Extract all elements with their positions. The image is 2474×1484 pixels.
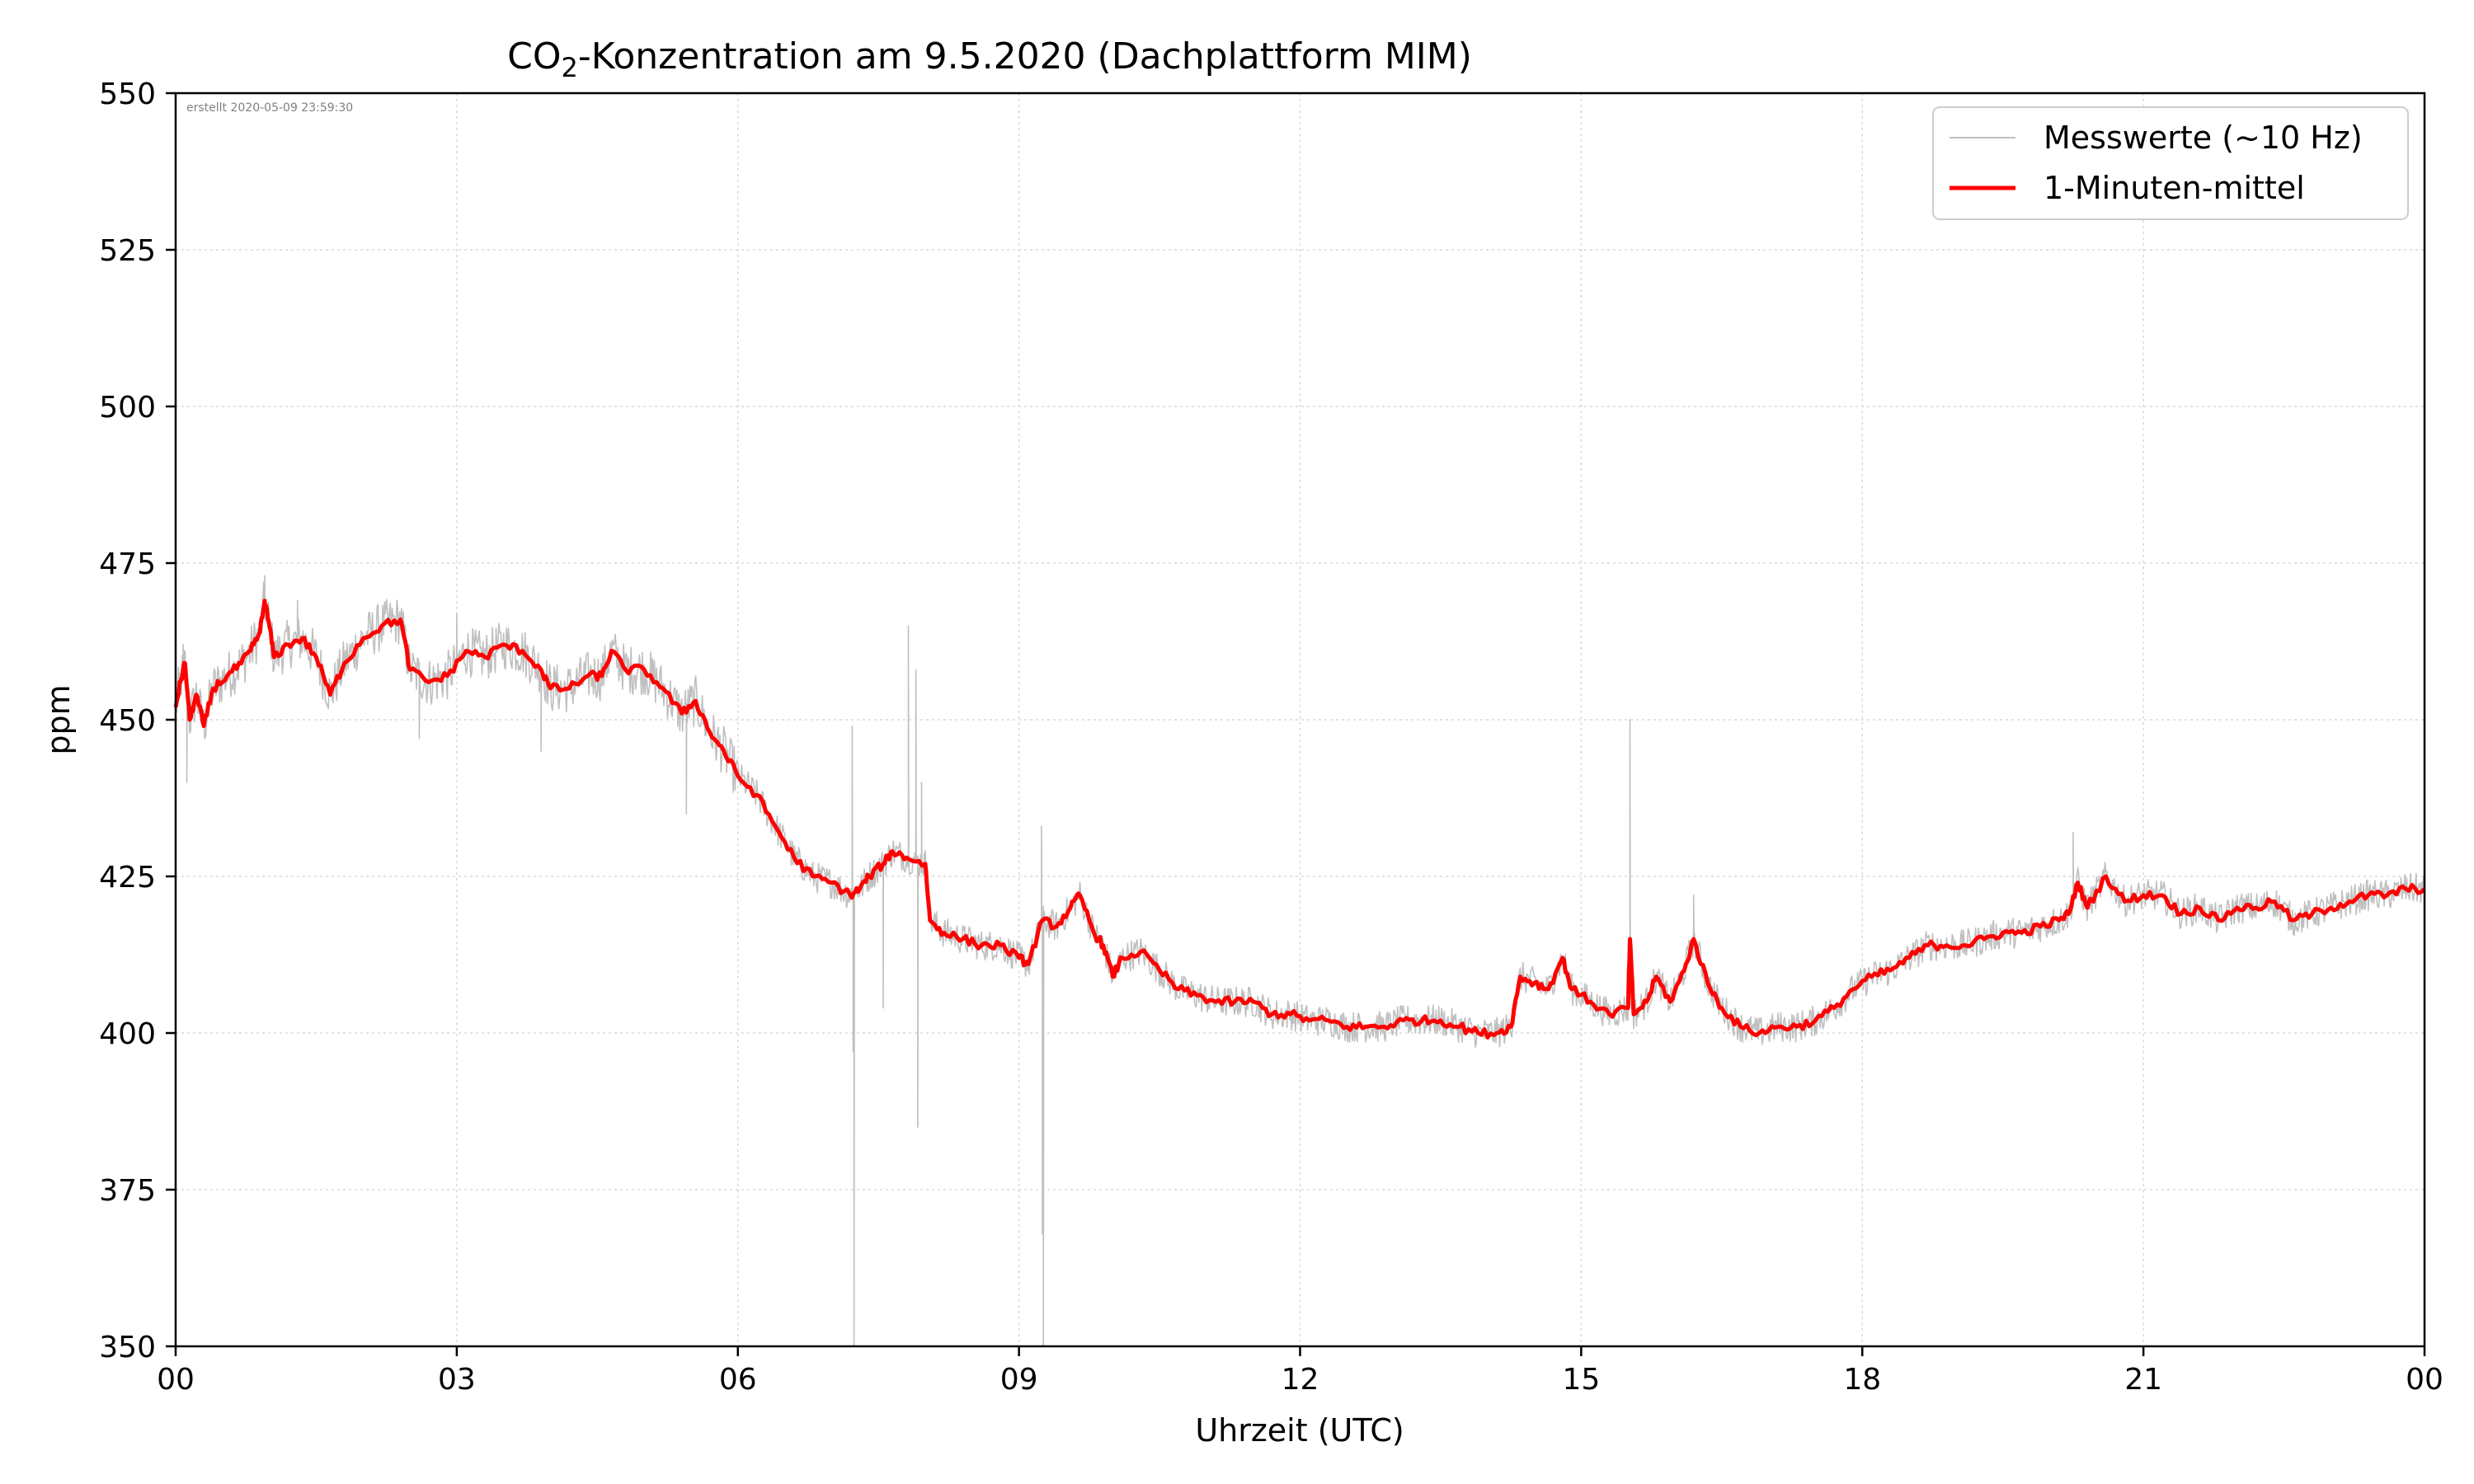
y-tick-label: 400 — [99, 1017, 156, 1051]
title-prefix: CO — [507, 35, 561, 77]
x-axis-label: Uhrzeit (UTC) — [1195, 1412, 1404, 1449]
y-tick-label: 425 — [99, 861, 156, 895]
mean-series-layer — [173, 599, 2426, 1040]
y-axis-ticks: 350 375 400 425 450 475 500 525 550 — [99, 77, 176, 1364]
x-tick-label: 03 — [438, 1363, 476, 1397]
x-tick-label: 15 — [1562, 1363, 1600, 1397]
title-subscript: 2 — [561, 52, 577, 83]
x-tick-label: 18 — [1843, 1363, 1881, 1397]
x-tick-label: 00 — [2406, 1363, 2443, 1397]
x-tick-label: 21 — [2124, 1363, 2162, 1397]
y-tick-label: 450 — [99, 704, 156, 738]
x-tick-label: 12 — [1282, 1363, 1319, 1397]
y-tick-label: 375 — [99, 1174, 156, 1208]
y-tick-label: 475 — [99, 547, 156, 581]
y-tick-label: 550 — [99, 77, 156, 111]
x-tick-label: 00 — [157, 1363, 195, 1397]
y-tick-label: 500 — [99, 391, 156, 425]
legend-box — [1932, 106, 2409, 220]
y-axis-label: ppm — [40, 684, 77, 754]
legend-label-mean: 1-Minuten-mittel — [2044, 170, 2305, 206]
x-tick-label: 09 — [1000, 1363, 1038, 1397]
y-tick-label: 525 — [99, 234, 156, 268]
title-suffix: -Konzentration am 9.5.2020 (Dachplattfor… — [578, 35, 1472, 77]
mean-series-line — [173, 599, 2426, 1040]
legend-label-raw: Messwerte (~10 Hz) — [2044, 120, 2363, 156]
x-axis-ticks: 00 03 06 09 12 15 18 21 00 — [157, 1346, 2443, 1397]
y-tick-label: 350 — [99, 1331, 156, 1364]
chart-title: CO2-Konzentration am 9.5.2020 (Dachplatt… — [507, 35, 1472, 83]
legend: Messwerte (~10 Hz) 1-Minuten-mittel — [1932, 106, 2409, 220]
x-tick-label: 06 — [719, 1363, 757, 1397]
grid — [176, 93, 2425, 1346]
created-stamp: erstellt 2020-05-09 23:59:30 — [186, 101, 353, 115]
